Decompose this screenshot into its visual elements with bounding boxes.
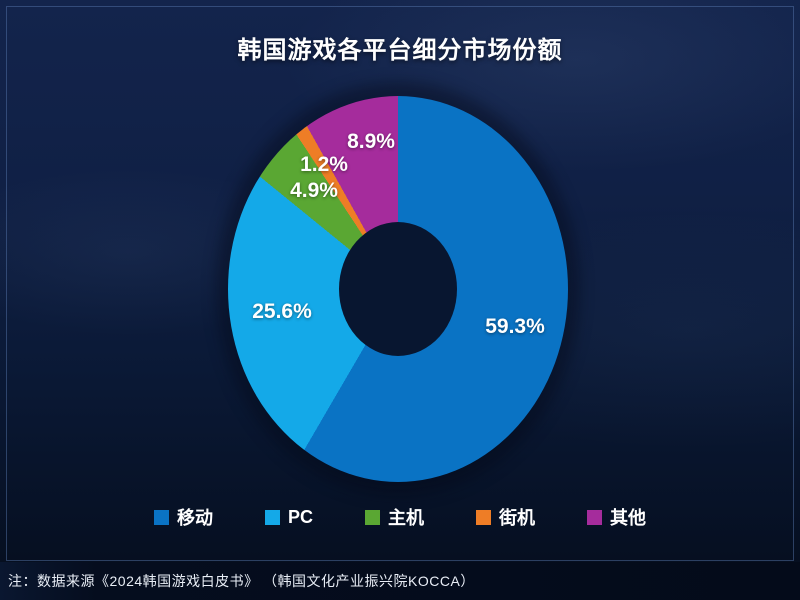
legend-swatch-PC [264,509,280,525]
legend-swatch-其他 [587,509,602,525]
slice-label-街机: 1.2% [300,153,348,176]
legend-item-其他: 其他 [587,504,646,530]
legend-swatch-主机 [365,509,380,525]
legend-swatch-街机 [476,509,491,525]
legend-label-街机: 街机 [499,508,535,528]
legend-item-主机: 主机 [365,504,424,530]
legend-swatch-移动 [153,509,169,525]
slice-label-其他: 8.9% [347,130,395,153]
source-note: 注：数据来源《2024韩国游戏白皮书》 （韩国文化产业振兴院KOCCA） [8,573,475,589]
slice-label-PC: 25.6% [252,300,312,323]
donut-hole [339,222,457,356]
slice-label-移动: 59.3% [485,315,545,338]
legend-item-街机: 街机 [476,504,535,530]
legend-item-移动: 移动 [153,504,213,530]
legend-label-主机: 主机 [388,508,424,528]
donut-chart [228,96,568,482]
legend-label-移动: 移动 [176,508,213,528]
chart-legend: 移动 PC 主机 街机 其他 [0,504,800,530]
chart-title: 韩国游戏各平台细分市场份额 [237,37,563,64]
legend-item-PC: PC [264,506,313,528]
legend-label-PC: PC [287,506,313,527]
legend-label-其他: 其他 [610,508,646,528]
footer-bar: 注：数据来源《2024韩国游戏白皮书》 （韩国文化产业振兴院KOCCA） [0,562,800,600]
slice-label-主机: 4.9% [290,179,338,202]
